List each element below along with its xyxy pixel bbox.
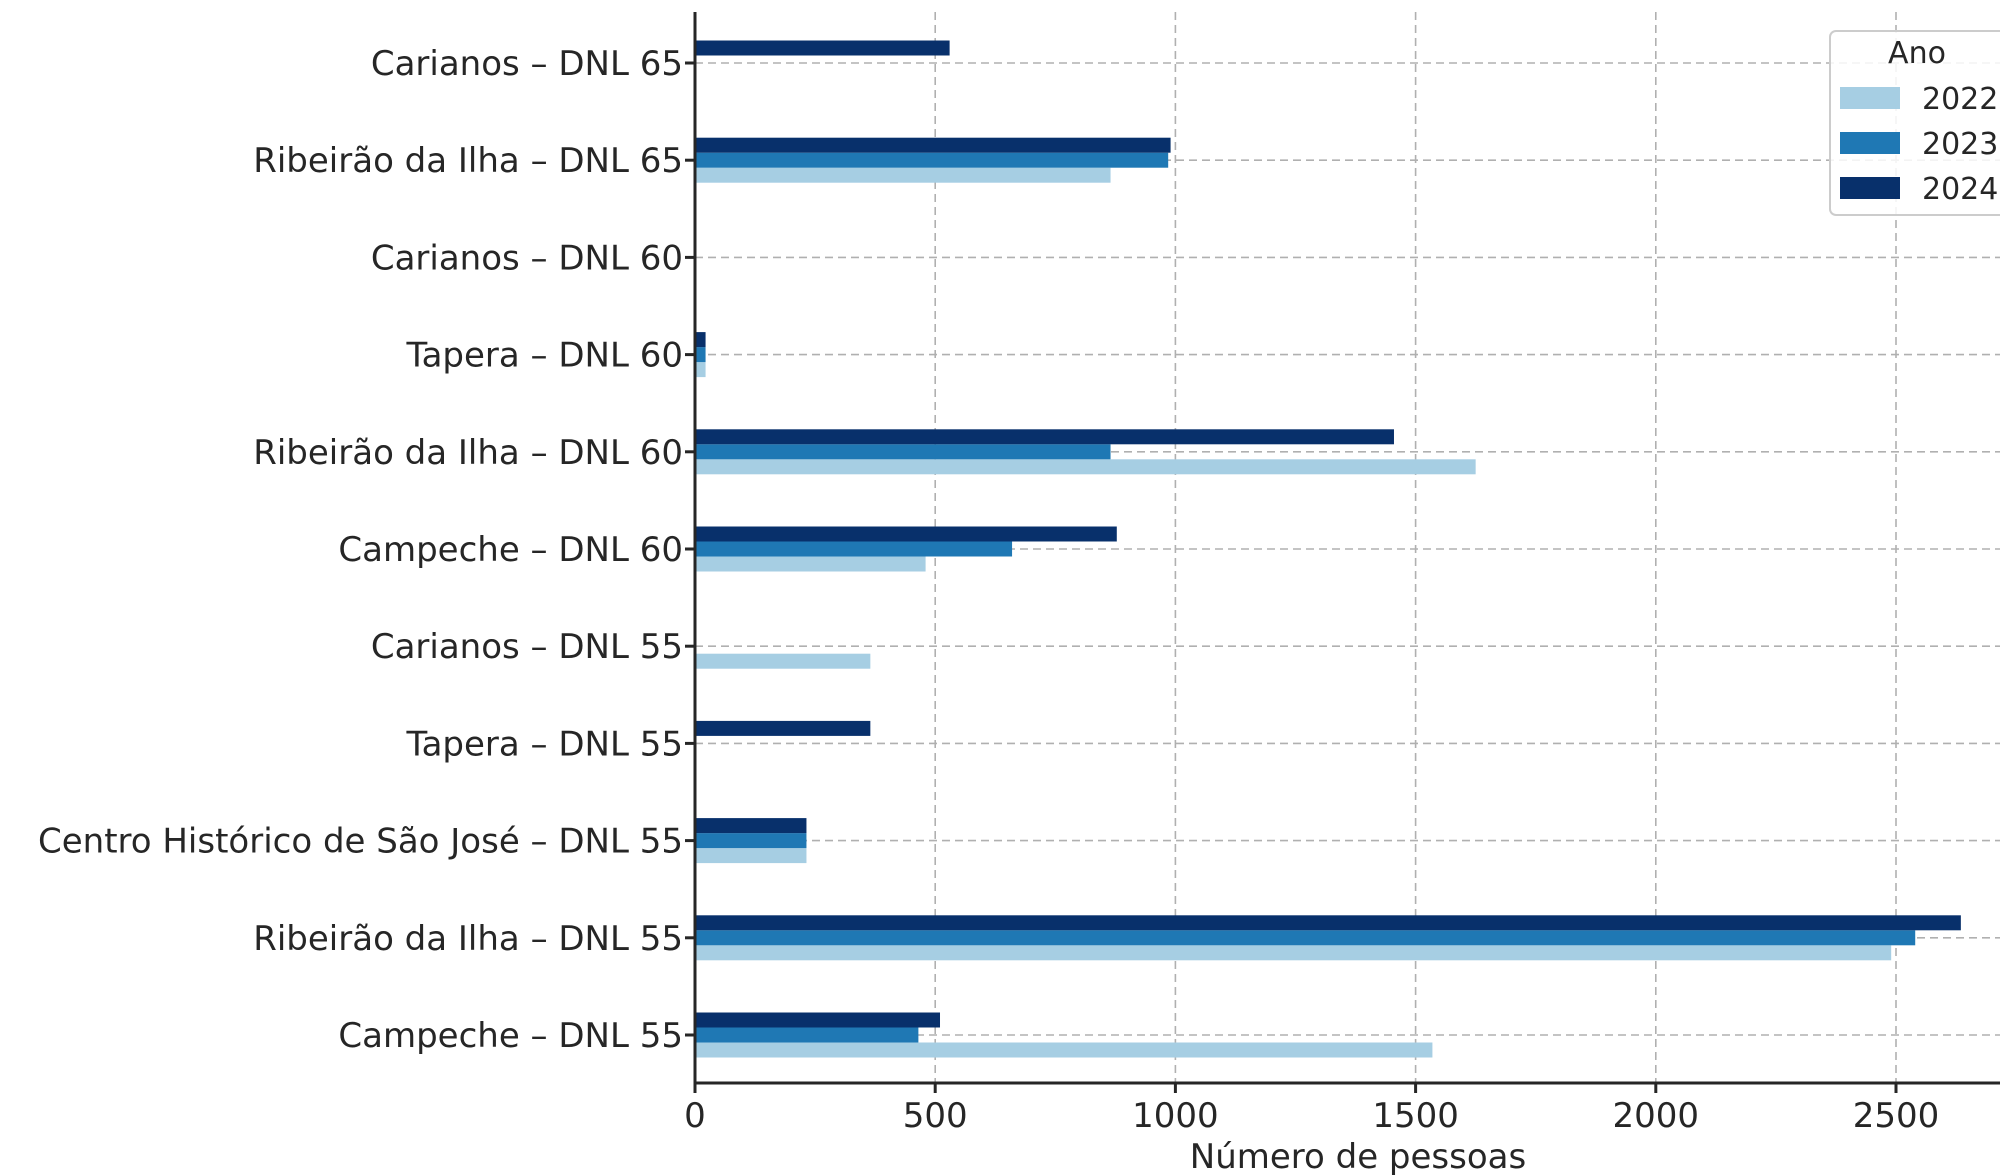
bar-ribeirao-da-ilha-dnl-65-2023 [695, 152, 1169, 168]
bar-centro-historico-de-sao-jose-dnl-55-2024 [695, 818, 807, 834]
bar-campeche-dnl-55-2022 [695, 1042, 1433, 1058]
x-tick-labels: 0 500 1000 1500 2000 2500 [684, 1096, 1939, 1136]
legend-label-2022: 2022 [1922, 82, 1998, 117]
bar-tapera-dnl-55-2024 [695, 720, 871, 736]
x-tick-label: 0 [684, 1096, 706, 1136]
x-tick-label: 1500 [1372, 1096, 1459, 1136]
category-labels: Carianos – DNL 65 Ribeirão da Ilha – DNL … [38, 44, 683, 1056]
category-label-carianos-dnl-55: Carianos – DNL 55 [371, 627, 683, 667]
bar-carianos-dnl-55-2022 [695, 653, 871, 669]
legend-swatch-2022 [1840, 87, 1900, 109]
bar-ribeirao-da-ilha-dnl-60-2023 [695, 444, 1111, 460]
bar-tapera-dnl-60-2022 [695, 362, 706, 378]
x-axis-title: Número de pessoas [1190, 1137, 1526, 1176]
legend-items: 2022 2023 2024 [1840, 82, 1998, 207]
bar-centro-historico-de-sao-jose-dnl-55-2023 [695, 833, 807, 849]
category-label-carianos-dnl-65: Carianos – DNL 65 [371, 44, 683, 84]
grid-lines [695, 12, 2000, 1083]
bar-campeche-dnl-55-2024 [695, 1012, 941, 1028]
legend-label-2024: 2024 [1922, 172, 1998, 207]
legend: Ano 2022 2023 2024 [1829, 30, 2000, 216]
category-label-ribeirao-da-ilha-dnl-55: Ribeirão da Ilha – DNL 55 [253, 919, 683, 959]
legend-box [1829, 30, 2000, 216]
bar-ribeirao-da-ilha-dnl-55-2024 [695, 915, 1961, 931]
x-tick-label: 500 [903, 1096, 968, 1136]
category-label-ribeirao-da-ilha-dnl-65: Ribeirão da Ilha – DNL 65 [253, 141, 683, 181]
bar-ribeirao-da-ilha-dnl-65-2024 [695, 137, 1171, 153]
category-label-centro-historico-de-sao-jose-dnl-55: Centro Histórico de São José – DNL 55 [38, 822, 683, 862]
legend-label-2023: 2023 [1922, 127, 1998, 162]
bar-campeche-dnl-60-2024 [695, 526, 1117, 542]
legend-swatch-2023 [1840, 132, 1900, 154]
bars [695, 40, 1961, 1058]
x-tick-label: 2500 [1853, 1096, 1940, 1136]
x-tick-label: 1000 [1132, 1096, 1219, 1136]
category-label-tapera-dnl-60: Tapera – DNL 60 [405, 336, 683, 376]
category-label-carianos-dnl-60: Carianos – DNL 60 [371, 238, 683, 278]
axes [685, 12, 2000, 1093]
legend-title: Ano [1888, 36, 1946, 71]
bar-ribeirao-da-ilha-dnl-60-2024 [695, 429, 1394, 445]
bar-campeche-dnl-60-2023 [695, 541, 1013, 557]
bar-tapera-dnl-60-2023 [695, 347, 706, 363]
bar-ribeirao-da-ilha-dnl-55-2022 [695, 945, 1892, 961]
bar-ribeirao-da-ilha-dnl-55-2023 [695, 930, 1916, 946]
category-label-ribeirao-da-ilha-dnl-60: Ribeirão da Ilha – DNL 60 [253, 433, 683, 473]
bar-carianos-dnl-65-2024 [695, 40, 950, 56]
bar-tapera-dnl-60-2024 [695, 332, 706, 348]
x-tick-label: 2000 [1613, 1096, 1700, 1136]
legend-swatch-2024 [1840, 177, 1900, 199]
bar-ribeirao-da-ilha-dnl-60-2022 [695, 459, 1476, 475]
bar-campeche-dnl-55-2023 [695, 1027, 919, 1043]
category-label-campeche-dnl-55: Campeche – DNL 55 [338, 1016, 683, 1056]
bar-campeche-dnl-60-2022 [695, 556, 926, 572]
bar-centro-historico-de-sao-jose-dnl-55-2022 [695, 848, 807, 864]
category-label-campeche-dnl-60: Campeche – DNL 60 [338, 530, 683, 570]
category-label-tapera-dnl-55: Tapera – DNL 55 [405, 724, 683, 764]
bar-ribeirao-da-ilha-dnl-65-2022 [695, 167, 1111, 183]
